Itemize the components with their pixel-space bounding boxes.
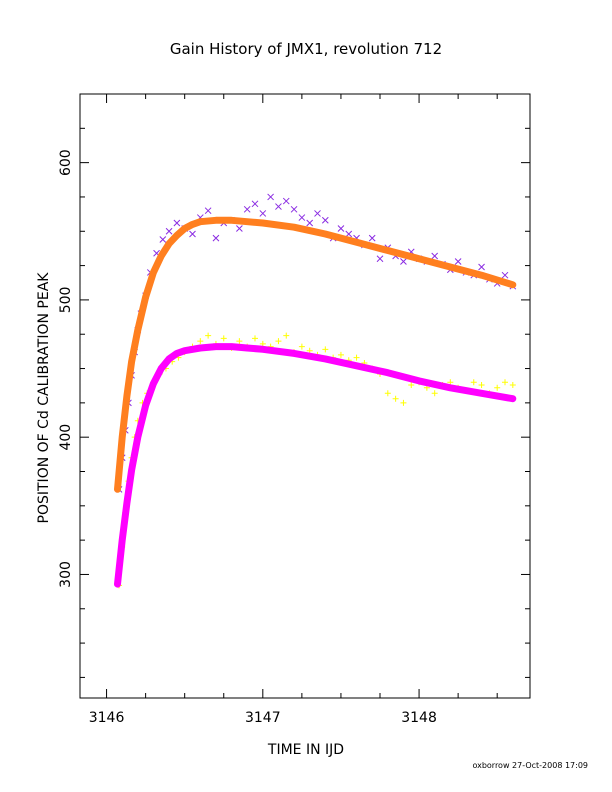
data-point <box>252 335 258 342</box>
data-point <box>353 354 360 361</box>
data-point <box>236 338 243 345</box>
x-tick-label: 3147 <box>245 710 281 726</box>
data-point <box>259 210 267 217</box>
data-point <box>478 382 485 389</box>
series-2 <box>114 216 517 493</box>
data-point <box>306 219 314 227</box>
x-axis-label: TIME IN IJD <box>267 742 344 758</box>
data-point <box>189 230 196 238</box>
data-point <box>509 382 516 389</box>
plot-area <box>114 193 517 589</box>
plot-frame <box>79 93 531 699</box>
data-point <box>282 197 290 205</box>
data-point <box>384 390 391 397</box>
data-point <box>478 263 485 271</box>
data-point <box>501 271 509 279</box>
chart-title: Gain History of JMX1, revolution 712 <box>170 40 442 58</box>
data-point <box>283 332 290 339</box>
data-point <box>251 200 259 208</box>
data-point <box>392 395 399 402</box>
data-point <box>345 230 353 238</box>
data-point <box>431 252 439 260</box>
data-point <box>275 338 282 345</box>
data-point <box>197 338 204 345</box>
y-tick-label: 300 <box>58 561 74 588</box>
data-point <box>314 210 321 217</box>
data-point <box>298 343 305 350</box>
data-point <box>502 379 508 386</box>
data-point <box>376 255 384 263</box>
footer-credit: oxborrow 27-Oct-2008 17:09 <box>472 761 588 770</box>
data-point <box>243 205 251 213</box>
fit-curve <box>114 216 517 493</box>
x-tick-label: 3148 <box>401 710 437 726</box>
data-point <box>267 193 274 201</box>
y-tick-label: 600 <box>58 149 74 176</box>
data-point <box>322 346 329 353</box>
data-point <box>220 335 227 342</box>
data-point <box>275 203 282 210</box>
data-point <box>431 390 438 397</box>
data-point <box>337 351 344 358</box>
y-axis-label: POSITION OF Cd CALIBRATION PEAK <box>36 272 52 524</box>
data-point <box>321 216 329 224</box>
data-point <box>205 332 212 339</box>
data-point <box>173 219 181 227</box>
data-point <box>400 399 407 406</box>
data-point <box>159 236 167 243</box>
data-point <box>408 382 415 389</box>
y-tick-label: 400 <box>58 424 74 451</box>
data-point <box>165 227 173 235</box>
data-point <box>337 225 345 232</box>
data-point <box>236 225 243 232</box>
data-point <box>368 234 376 242</box>
data-point <box>454 258 462 265</box>
fit-curve <box>114 343 517 588</box>
data-point <box>400 258 407 265</box>
data-point <box>212 234 220 242</box>
series-3 <box>114 343 517 588</box>
y-tick-label: 500 <box>58 287 74 314</box>
series-1 <box>116 332 516 589</box>
data-point <box>470 379 477 386</box>
data-point <box>204 207 212 215</box>
data-point <box>298 214 306 221</box>
x-tick-label: 3146 <box>89 710 125 726</box>
data-point <box>290 205 298 213</box>
data-point <box>494 384 501 391</box>
